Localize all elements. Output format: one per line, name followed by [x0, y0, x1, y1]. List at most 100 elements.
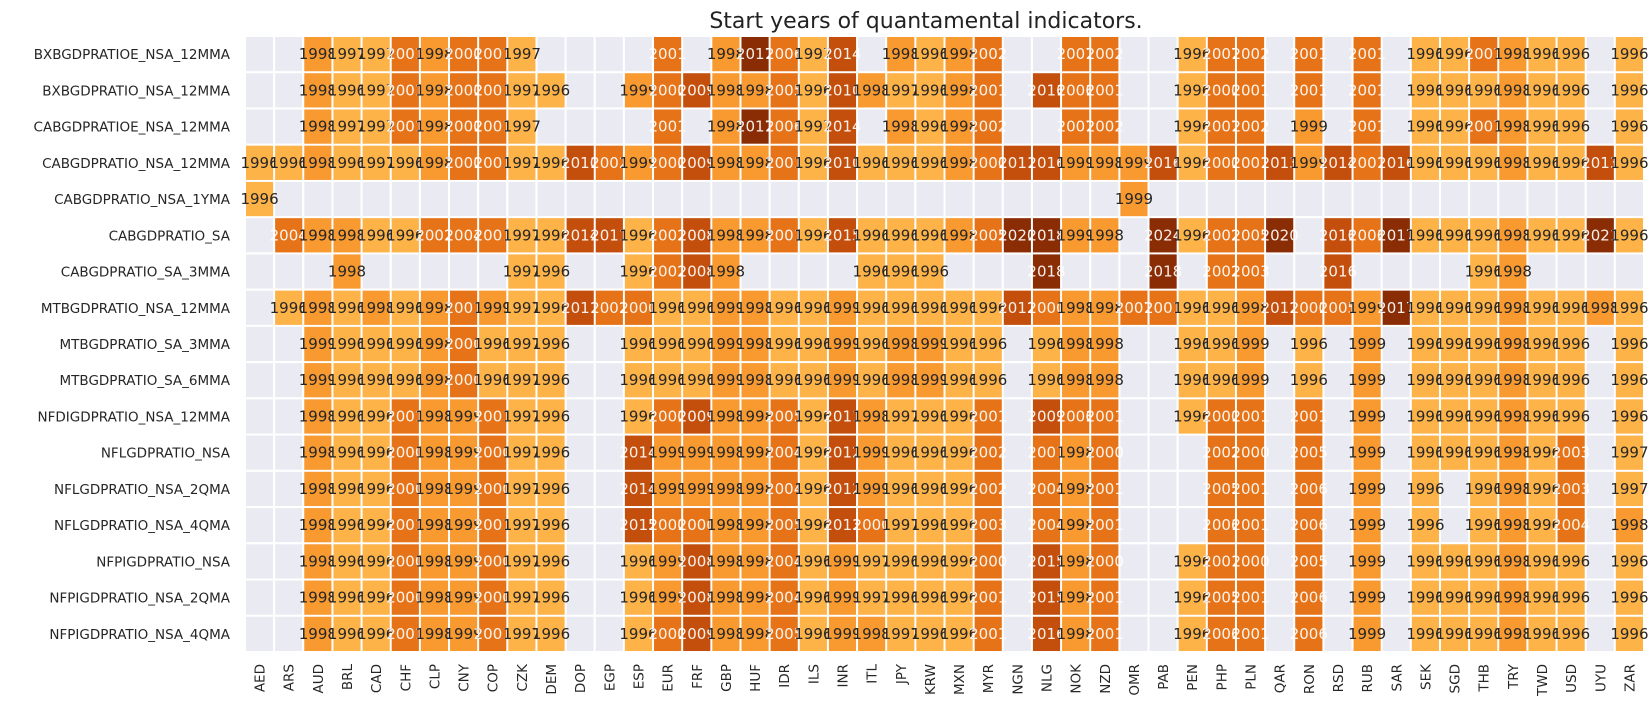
heatmap-cell: [770, 218, 798, 253]
grid-cell: [564, 469, 596, 509]
heatmap-cell: [1207, 544, 1235, 579]
cell-value-label: 1998: [1086, 299, 1124, 317]
cell-value-label: 2001: [1231, 81, 1269, 99]
cell-value-label: 1996: [474, 371, 512, 389]
column-label: KRW: [923, 664, 939, 695]
heatmap-cell: [1586, 218, 1614, 253]
cell-value-label: 1996: [940, 480, 978, 498]
heatmap-cell: [712, 73, 740, 108]
cell-value-label: 1997: [328, 118, 366, 136]
grid-cell: [360, 179, 392, 219]
heatmap-cell: [1207, 326, 1235, 362]
heatmap-cell: [1295, 580, 1323, 615]
heatmap-cell: [1528, 471, 1556, 507]
cell-value-label: 1998: [1057, 371, 1095, 389]
heatmap-cell: [420, 616, 449, 651]
heatmap-cell: [712, 471, 740, 507]
cell-value-label: 1996: [678, 371, 716, 389]
row-label: NFLGDPRATIO_NSA_4QMA: [54, 518, 231, 534]
cell-value-label: 1996: [1523, 371, 1561, 389]
heatmap-cell: [887, 254, 915, 289]
grid-cell: [652, 179, 684, 219]
cell-value-label: 1996: [649, 335, 687, 353]
heatmap-cell: [1178, 37, 1206, 72]
cell-value-label: 1998: [415, 625, 453, 643]
cell-value-label: 1997: [503, 444, 541, 462]
grid-cell: [389, 252, 421, 291]
heatmap-cell: [508, 544, 536, 579]
cell-value-label: 1996: [1435, 407, 1473, 425]
cell-value-label: 1996: [1027, 335, 1065, 353]
grid-cell: [1147, 469, 1179, 509]
heatmap-cell: [304, 580, 332, 615]
heatmap-cell: [916, 73, 944, 108]
cell-value-label: 1996: [357, 552, 395, 570]
heatmap-cell: [828, 73, 857, 108]
cell-value-label: 2012: [1261, 299, 1299, 317]
cell-value-label: 1996: [619, 407, 657, 425]
cell-value-label: 1996: [1173, 81, 1211, 99]
heatmap-cell: [450, 326, 478, 362]
cell-value-label: 1998: [882, 371, 920, 389]
cell-value-label: 2000: [1027, 299, 1065, 317]
heatmap-cell: [595, 290, 623, 325]
heatmap-cell: [508, 363, 536, 398]
heatmap-cell: [1411, 73, 1439, 108]
cell-value-label: 2016: [1377, 154, 1415, 172]
cell-value-label: 2001: [1086, 480, 1124, 498]
cell-value-label: 1996: [1435, 118, 1473, 136]
cell-value-label: 2003: [1552, 444, 1590, 462]
heatmap-cell: [595, 145, 623, 180]
heatmap-cell: [654, 616, 682, 651]
heatmap-cell: [391, 290, 419, 325]
heatmap-cell: [420, 580, 449, 615]
heatmap-cell: [1411, 290, 1439, 325]
cell-value-label: 2001: [386, 118, 424, 136]
heatmap-cell: [887, 580, 915, 615]
cell-value-label: 1996: [1406, 589, 1444, 607]
cell-value-label: 1999: [823, 552, 861, 570]
cell-value-label: 1996: [882, 299, 920, 317]
heatmap-cell: [1091, 145, 1119, 180]
grid-cell: [273, 542, 305, 581]
heatmap-cell: [1120, 290, 1148, 325]
heatmap-cell: [916, 109, 944, 144]
cell-value-label: 2011: [998, 154, 1036, 172]
cell-value-label: 1997: [503, 589, 541, 607]
heatmap-cell: [1557, 218, 1585, 253]
cell-value-label: 2000: [969, 552, 1007, 570]
cell-value-label: 2000: [474, 480, 512, 498]
cell-value-label: 1998: [415, 407, 453, 425]
cell-value-label: 1996: [911, 516, 949, 534]
cell-value-label: 1996: [532, 81, 570, 99]
cell-value-label: 1999: [1057, 154, 1095, 172]
grid-cell: [1205, 179, 1237, 219]
cell-value-label: 2012: [998, 299, 1036, 317]
heatmap-cell: [333, 399, 361, 434]
cell-value-label: 1996: [1435, 371, 1473, 389]
heatmap-cell: [304, 326, 332, 362]
cell-value-label: 1996: [882, 589, 920, 607]
cell-value-label: 2000: [1231, 444, 1269, 462]
cell-value-label: 1996: [853, 154, 891, 172]
cell-value-label: 1996: [794, 444, 832, 462]
cell-value-label: 1998: [1494, 589, 1532, 607]
grid-cell: [1322, 179, 1354, 219]
cell-value-label: 1999: [1348, 480, 1386, 498]
heatmap-cell: [1091, 544, 1119, 579]
cell-value-label: 1996: [911, 480, 949, 498]
cell-value-label: 1996: [911, 263, 949, 281]
heatmap-cell: [624, 218, 653, 253]
cell-value-label: 1998: [707, 226, 745, 244]
cell-value-label: 1996: [1523, 589, 1561, 607]
heatmap-cell: [362, 218, 390, 253]
heatmap-cell: [828, 544, 857, 579]
heatmap-cell: [799, 326, 827, 362]
heatmap-cell: [450, 73, 478, 108]
heatmap-cell: [828, 508, 857, 543]
cell-value-label: 1999: [823, 299, 861, 317]
cell-value-label: 1996: [649, 371, 687, 389]
heatmap-cell: [1236, 145, 1265, 180]
cell-value-label: 1998: [736, 480, 774, 498]
heatmap-cell: [828, 326, 857, 362]
